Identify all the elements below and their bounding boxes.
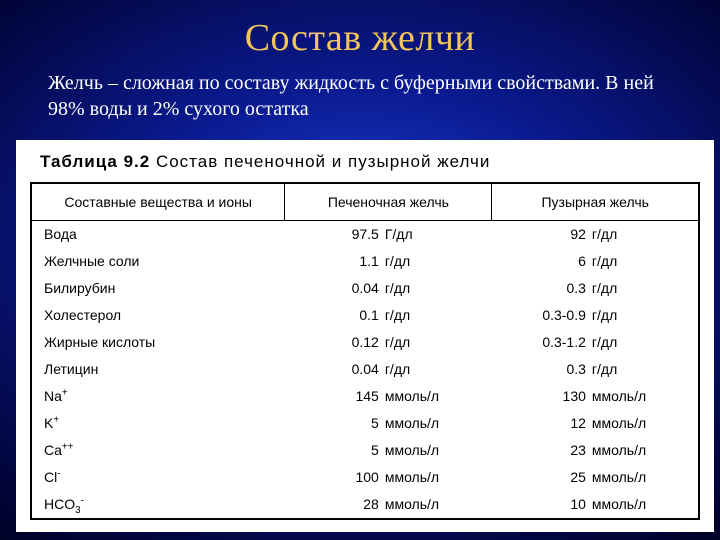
cell-cystic: 0.3-0.9г/дл bbox=[492, 302, 699, 329]
cell-substance: Ca++ bbox=[31, 437, 285, 464]
cell-hepatic: 0.04г/дл bbox=[285, 356, 492, 383]
cell-substance: K+ bbox=[31, 410, 285, 437]
bile-composition-table: Составные вещества и ионы Печеночная жел… bbox=[30, 182, 700, 520]
table-caption-number: Таблица 9.2 bbox=[40, 152, 150, 171]
cell-hepatic: 0.04г/дл bbox=[285, 275, 492, 302]
table-row: K+5ммоль/л12ммоль/л bbox=[31, 410, 699, 437]
cell-cystic: 10ммоль/л bbox=[492, 491, 699, 519]
cell-substance: Летицин bbox=[31, 356, 285, 383]
col-header-cystic: Пузырная желчь bbox=[492, 183, 699, 221]
table-container: Таблица 9.2 Состав печеночной и пузырной… bbox=[16, 140, 714, 532]
cell-cystic: 6г/дл bbox=[492, 248, 699, 275]
table-row: Летицин0.04г/дл0.3г/дл bbox=[31, 356, 699, 383]
table-row: HCO3-28ммоль/л10ммоль/л bbox=[31, 491, 699, 519]
cell-cystic: 0.3г/дл bbox=[492, 356, 699, 383]
table-caption: Таблица 9.2 Состав печеночной и пузырной… bbox=[40, 152, 700, 172]
table-caption-text: Состав печеночной и пузырной желчи bbox=[150, 152, 490, 171]
table-row: Холестерол0.1г/дл0.3-0.9г/дл bbox=[31, 302, 699, 329]
cell-substance: Жирные кислоты bbox=[31, 329, 285, 356]
cell-substance: Cl- bbox=[31, 464, 285, 491]
cell-cystic: 0.3-1.2г/дл bbox=[492, 329, 699, 356]
cell-cystic: 130ммоль/л bbox=[492, 383, 699, 410]
cell-substance: Na+ bbox=[31, 383, 285, 410]
cell-substance: Холестерол bbox=[31, 302, 285, 329]
cell-hepatic: 0.12г/дл bbox=[285, 329, 492, 356]
cell-substance: Вода bbox=[31, 221, 285, 249]
cell-hepatic: 100ммоль/л bbox=[285, 464, 492, 491]
cell-hepatic: 97.5Г/дл bbox=[285, 221, 492, 249]
cell-hepatic: 5ммоль/л bbox=[285, 410, 492, 437]
cell-cystic: 12ммоль/л bbox=[492, 410, 699, 437]
cell-hepatic: 145ммоль/л bbox=[285, 383, 492, 410]
cell-hepatic: 28ммоль/л bbox=[285, 491, 492, 519]
table-row: Вода97.5Г/дл92г/дл bbox=[31, 221, 699, 249]
slide-title: Состав желчи bbox=[0, 0, 720, 60]
table-row: Билирубин0.04г/дл0.3г/дл bbox=[31, 275, 699, 302]
table-row: Жирные кислоты0.12г/дл0.3-1.2г/дл bbox=[31, 329, 699, 356]
cell-cystic: 92г/дл bbox=[492, 221, 699, 249]
slide-subtitle: Желчь – сложная по составу жидкость с бу… bbox=[0, 60, 720, 122]
table-header-row: Составные вещества и ионы Печеночная жел… bbox=[31, 183, 699, 221]
cell-cystic: 0.3г/дл bbox=[492, 275, 699, 302]
cell-hepatic: 5ммоль/л bbox=[285, 437, 492, 464]
cell-hepatic: 1.1г/дл bbox=[285, 248, 492, 275]
table-row: Желчные соли1.1г/дл6г/дл bbox=[31, 248, 699, 275]
cell-substance: Желчные соли bbox=[31, 248, 285, 275]
cell-substance: Билирубин bbox=[31, 275, 285, 302]
table-row: Na+145ммоль/л130ммоль/л bbox=[31, 383, 699, 410]
table-body: Вода97.5Г/дл92г/длЖелчные соли1.1г/дл6г/… bbox=[31, 221, 699, 520]
table-row: Cl-100ммоль/л25ммоль/л bbox=[31, 464, 699, 491]
col-header-substance: Составные вещества и ионы bbox=[31, 183, 285, 221]
table-row: Ca++5ммоль/л23ммоль/л bbox=[31, 437, 699, 464]
cell-cystic: 23ммоль/л bbox=[492, 437, 699, 464]
cell-substance: HCO3- bbox=[31, 491, 285, 519]
cell-cystic: 25ммоль/л bbox=[492, 464, 699, 491]
col-header-hepatic: Печеночная желчь bbox=[285, 183, 492, 221]
cell-hepatic: 0.1г/дл bbox=[285, 302, 492, 329]
